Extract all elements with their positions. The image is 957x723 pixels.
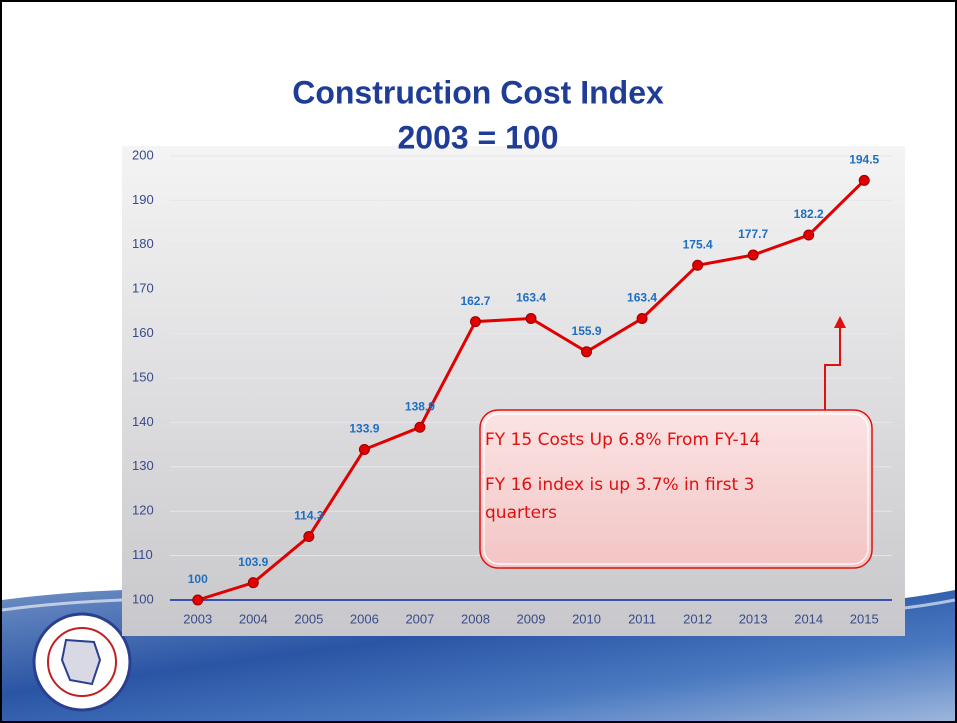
data-label: 177.7 [738,227,768,241]
x-tick-label: 2007 [405,611,434,626]
chart-title: Construction Cost Index [292,74,664,110]
data-label: 138.9 [405,399,435,413]
annotation-box [479,409,873,569]
y-tick-label: 180 [132,236,154,251]
x-tick-label: 2011 [628,611,656,626]
marker [525,313,537,325]
annotation: quarters [485,503,557,523]
y-tick-label: 190 [132,192,154,207]
x-tick-label: 2010 [572,611,601,626]
marker [581,346,593,358]
y-tick-label: 160 [132,325,154,340]
x-tick-label: 2004 [239,611,268,626]
y-tick-label: 140 [132,414,154,429]
data-label: 194.5 [849,153,879,167]
annotation-arrowhead [834,316,846,328]
marker [247,577,259,589]
annotation: FY 16 index is up 3.7% in first 3 [485,475,754,495]
x-tick-label: 2013 [739,611,768,626]
x-tick-label: 2006 [350,611,379,626]
x-tick-label: 2003 [183,611,212,626]
x-tick-label: 2008 [461,611,490,626]
data-label: 163.4 [627,291,657,305]
logo [32,612,132,712]
data-label: 100 [188,572,208,586]
x-tick-label: 2014 [794,611,823,626]
data-label: 155.9 [572,324,602,338]
marker [636,313,648,325]
data-label: 163.4 [516,291,546,305]
y-tick-label: 200 [132,147,154,162]
y-tick-label: 170 [132,281,154,296]
marker [358,443,370,455]
marker [858,174,870,186]
marker [803,229,815,241]
annotation: FY 15 Costs Up 6.8% From FY-14 [485,430,760,450]
y-tick-label: 130 [132,458,154,473]
x-tick-label: 2009 [517,611,546,626]
marker [692,259,704,271]
marker [747,249,759,261]
data-label: 133.9 [349,422,379,436]
annotation-arrow [824,325,841,410]
marker [414,421,426,433]
data-label: 162.7 [460,294,490,308]
x-tick-label: 2015 [850,611,879,626]
y-tick-label: 150 [132,369,154,384]
data-label: 103.9 [238,555,268,569]
data-label: 182.2 [794,207,824,221]
x-tick-label: 2005 [294,611,323,626]
data-label: 175.4 [683,237,713,251]
y-tick-label: 120 [132,503,154,518]
x-tick-label: 2012 [683,611,712,626]
chart-subtitle: 2003 = 100 [397,119,558,155]
y-tick-label: 110 [132,547,153,562]
data-label: 114.3 [294,509,324,523]
y-tick-label: 100 [132,591,154,606]
marker [192,594,204,606]
marker [303,531,315,543]
annotation-box-inner [483,413,869,565]
marker [469,316,481,328]
